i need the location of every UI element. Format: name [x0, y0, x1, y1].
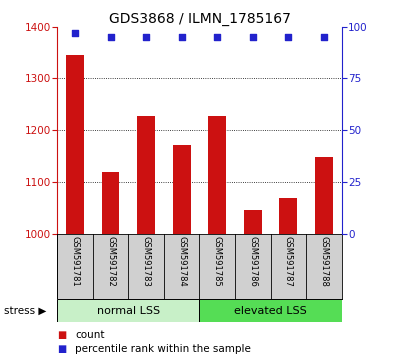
Text: GSM591788: GSM591788 — [320, 236, 328, 286]
Text: stress ▶: stress ▶ — [4, 306, 46, 316]
Text: ■: ■ — [57, 330, 66, 339]
Bar — [315, 157, 333, 234]
Point — [285, 34, 292, 40]
Text: elevated LSS: elevated LSS — [234, 306, 307, 316]
Point — [214, 34, 220, 40]
Text: GSM591782: GSM591782 — [106, 236, 115, 286]
Bar — [102, 171, 120, 234]
Point — [321, 34, 327, 40]
Bar — [209, 116, 226, 234]
Text: normal LSS: normal LSS — [97, 306, 160, 316]
Bar — [244, 210, 262, 234]
Text: percentile rank within the sample: percentile rank within the sample — [75, 344, 251, 354]
Text: ■: ■ — [57, 344, 66, 354]
Text: GSM591783: GSM591783 — [142, 236, 150, 286]
Point — [143, 34, 149, 40]
Bar — [137, 116, 155, 234]
Text: GSM591781: GSM591781 — [71, 236, 79, 286]
Text: GSM591786: GSM591786 — [248, 236, 257, 286]
Bar — [280, 199, 297, 234]
Bar — [173, 144, 191, 234]
Point — [179, 34, 185, 40]
Text: count: count — [75, 330, 105, 339]
Text: GSM591785: GSM591785 — [213, 236, 222, 286]
Point — [72, 30, 78, 36]
Bar — [199, 299, 342, 322]
Bar — [57, 299, 199, 322]
Text: GSM591787: GSM591787 — [284, 236, 293, 286]
Title: GDS3868 / ILMN_1785167: GDS3868 / ILMN_1785167 — [109, 12, 290, 25]
Point — [107, 34, 114, 40]
Point — [250, 34, 256, 40]
Text: GSM591784: GSM591784 — [177, 236, 186, 286]
Bar — [66, 55, 84, 234]
